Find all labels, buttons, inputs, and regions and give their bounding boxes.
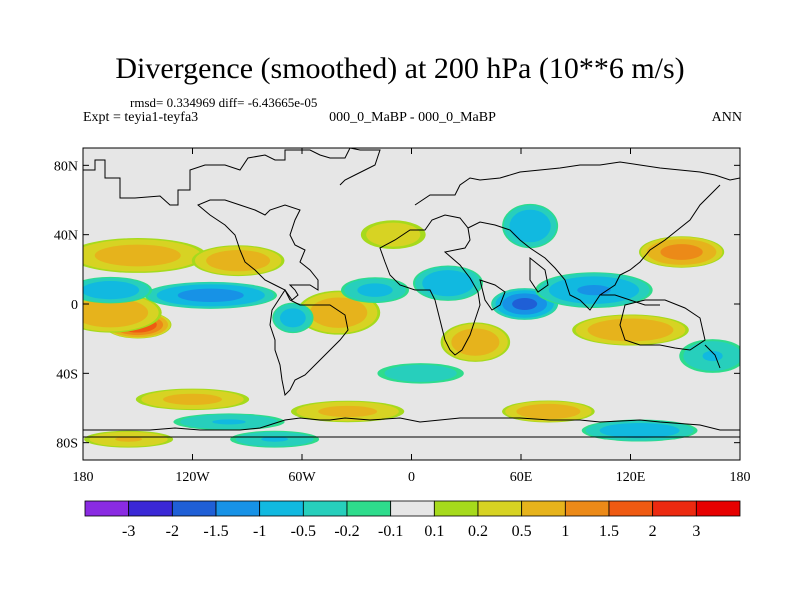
colorbar-swatch (259, 500, 304, 517)
y-tick-label: 80N (54, 159, 78, 174)
experiment-names: 000_0_MaBP - 000_0_MaBP (329, 110, 496, 125)
map-axes: 180 120W 60W 0 60E 120E 180 80N 40N 0 40S 80S (54, 148, 751, 485)
field-feature (84, 430, 174, 448)
x-tick-label: 60W (288, 470, 316, 485)
contour-band (702, 350, 723, 362)
colorbar-label: 2 (649, 523, 657, 540)
x-tick-label: 120E (616, 470, 646, 485)
colorbar-label: 0.5 (512, 523, 532, 540)
field-feature (135, 388, 250, 411)
contour-band (318, 405, 378, 418)
contour-band (599, 422, 680, 439)
contour-band (94, 244, 181, 267)
field-feature (572, 314, 689, 346)
field-feature (440, 322, 511, 362)
field-feature (144, 281, 278, 309)
colorbar-swatch (302, 500, 348, 517)
colorbar-label: 0.2 (468, 523, 488, 540)
field-feature (296, 290, 381, 335)
contour-band (83, 297, 149, 328)
contour-band (516, 403, 581, 420)
rmsd-diff-stats: rmsd= 0.334969 diff= -6.43665e-05 (130, 95, 318, 110)
colorbar-label: 3 (692, 523, 700, 540)
colorbar-swatch (84, 500, 130, 517)
contour-band (115, 436, 143, 442)
colorbar-label: 0.1 (424, 523, 444, 540)
colorbar-swatch (652, 500, 697, 517)
contour-band (384, 364, 457, 382)
contour-band (309, 297, 368, 328)
field-feature (83, 276, 153, 304)
field-feature (581, 419, 698, 442)
colorbar-swatch (171, 500, 217, 517)
colorbar-swatch (433, 500, 479, 517)
contour-band (587, 318, 674, 342)
contour-band (261, 436, 289, 442)
field-feature (638, 236, 725, 268)
colorbar-label: -0.2 (334, 523, 359, 540)
colorbar-swatch (477, 500, 523, 517)
colorbar-label: -2 (166, 523, 179, 540)
field-feature (502, 400, 595, 423)
colorbar-swatch (215, 500, 261, 517)
field-feature (535, 272, 653, 308)
contour-band (177, 288, 244, 303)
contour-band (163, 393, 222, 405)
contour-band (366, 222, 421, 247)
colorbar-label: -3 (122, 523, 135, 540)
contour-band (512, 298, 538, 310)
colorbar-label: -0.5 (291, 523, 316, 540)
contour-band (660, 244, 703, 260)
contour-band (357, 283, 393, 297)
contour-band (279, 308, 306, 328)
field-feature (502, 203, 559, 249)
expt-label: Expt = teyia1-teyfa3 (83, 110, 199, 125)
colorbar-swatch (521, 500, 566, 517)
y-tick-label: 0 (71, 298, 78, 313)
colorbar-label: 1.5 (599, 523, 619, 540)
field-feature (679, 339, 740, 373)
colorbar-swatch (608, 500, 654, 517)
colorbar-label: -0.1 (378, 523, 403, 540)
x-tick-label: 180 (730, 470, 751, 485)
coastline-outline (83, 148, 740, 438)
colorbar: -3 -2 -1.5 -1 -0.5 -0.2 -0.1 0.1 0.2 0.5 1 1.5 2 3 (84, 500, 741, 540)
field-feature (272, 302, 314, 334)
colorbar-swatch (346, 500, 392, 517)
y-tick-label: 80S (56, 437, 78, 452)
field-feature (83, 238, 207, 273)
y-tick-label: 40S (56, 367, 78, 382)
contour-band (83, 281, 140, 300)
y-tick-label: 40N (54, 229, 78, 244)
contour-band (577, 285, 611, 296)
field-feature (360, 220, 426, 250)
colorbar-swatch (564, 500, 610, 517)
x-tick-label: 60E (510, 470, 533, 485)
x-tick-label: 180 (73, 470, 94, 485)
season-label: ANN (711, 110, 742, 125)
colorbar-swatch (128, 500, 173, 517)
field-feature (191, 245, 285, 277)
contour-band (212, 419, 246, 425)
contour-band (451, 328, 500, 356)
divergence-field (83, 203, 740, 448)
x-tick-label: 0 (408, 470, 415, 485)
field-feature (173, 413, 285, 431)
field-feature (230, 430, 320, 448)
colorbar-swatch (695, 500, 741, 517)
field-feature (341, 277, 409, 304)
field-feature (290, 400, 405, 423)
colorbar-label: -1 (253, 523, 266, 540)
colorbar-label: -1.5 (203, 523, 228, 540)
field-feature (377, 363, 464, 384)
contour-band (509, 209, 551, 243)
contour-band (206, 250, 271, 272)
colorbar-swatch (390, 500, 435, 517)
contour-band (422, 270, 474, 297)
x-tick-label: 120W (175, 470, 210, 485)
colorbar-label: 1 (561, 523, 569, 540)
chart-title: Divergence (smoothed) at 200 hPa (10**6 … (115, 52, 685, 85)
